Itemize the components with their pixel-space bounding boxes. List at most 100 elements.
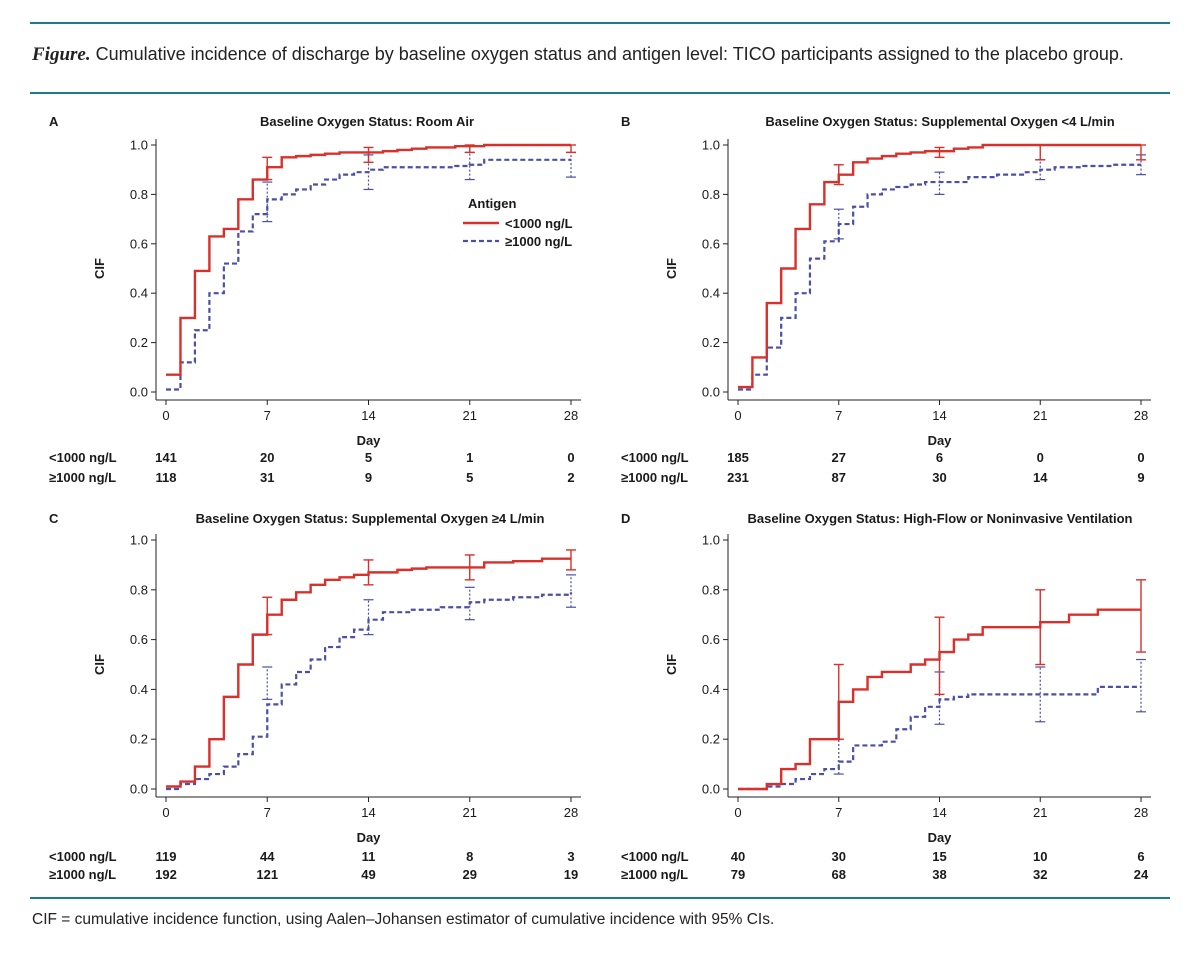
at-risk-value: 0 xyxy=(1137,450,1144,465)
x-tick-label: 14 xyxy=(932,805,946,820)
y-tick-label: 0.4 xyxy=(130,286,148,301)
at-risk-value: 68 xyxy=(832,867,846,882)
y-tick-label: 0.2 xyxy=(702,732,720,747)
at-risk-value: 30 xyxy=(932,470,946,485)
at-risk-value: 11 xyxy=(362,849,376,864)
panel-letter: D xyxy=(621,511,630,526)
y-axis-label: CIF xyxy=(664,258,679,279)
y-tick-label: 0.8 xyxy=(702,582,720,597)
x-tick-label: 28 xyxy=(564,408,578,423)
x-axis-label: Day xyxy=(357,830,382,845)
x-tick-label: 14 xyxy=(361,408,375,423)
at-risk-value: 0 xyxy=(1037,450,1044,465)
x-tick-label: 14 xyxy=(361,805,375,820)
at-risk-row-label: ≥1000 ng/L xyxy=(621,867,688,882)
panel-letter: B xyxy=(621,114,630,129)
figure-caption: Figure. Cumulative incidence of discharg… xyxy=(32,44,1168,65)
x-tick-label: 28 xyxy=(1134,805,1148,820)
legend-label-low: <1000 ng/L xyxy=(505,216,573,231)
series-line-high xyxy=(738,163,1141,391)
at-risk-value: 6 xyxy=(936,450,943,465)
series-line-high xyxy=(166,158,571,391)
x-tick-label: 0 xyxy=(162,805,169,820)
figure-panels: A Baseline Oxygen Status: Room Air 0.0 0.2 0… xyxy=(49,114,1151,882)
y-tick-label: 1.0 xyxy=(702,138,720,153)
panel-letter: C xyxy=(49,511,59,526)
y-tick-label: 0.6 xyxy=(130,236,148,251)
at-risk-value: 121 xyxy=(256,867,278,882)
x-tick-label: 21 xyxy=(463,408,477,423)
footnote-rule xyxy=(30,897,1170,899)
panel-title: Baseline Oxygen Status: Supplemental Oxy… xyxy=(196,511,545,526)
x-tick-label: 21 xyxy=(463,805,477,820)
at-risk-row-label: ≥1000 ng/L xyxy=(621,470,688,485)
caption-label: Figure. xyxy=(32,44,91,65)
series-line-high xyxy=(166,592,573,791)
y-axis-label: CIF xyxy=(92,258,107,279)
y-tick-label: 0.0 xyxy=(130,782,148,797)
at-risk-value: 8 xyxy=(466,849,473,864)
y-axis-label: CIF xyxy=(92,654,107,675)
panel-title: Baseline Oxygen Status: Room Air xyxy=(260,114,474,129)
y-tick-label: 0.4 xyxy=(702,286,720,301)
caption-rule xyxy=(30,92,1170,94)
at-risk-value: 2 xyxy=(567,470,574,485)
at-risk-value: 231 xyxy=(727,470,749,485)
legend-title: Antigen xyxy=(468,196,516,211)
at-risk-value: 5 xyxy=(466,470,473,485)
at-risk-value: 192 xyxy=(155,867,177,882)
legend-label-high: ≥1000 ng/L xyxy=(505,234,572,249)
at-risk-row-label: <1000 ng/L xyxy=(621,849,689,864)
panel-letter: A xyxy=(49,114,59,129)
y-tick-label: 0.0 xyxy=(702,782,720,797)
y-tick-label: 0.0 xyxy=(702,385,720,400)
footnote: CIF = cumulative incidence function, usi… xyxy=(32,911,775,928)
x-tick-label: 0 xyxy=(162,408,169,423)
panel-title: Baseline Oxygen Status: High-Flow or Non… xyxy=(747,511,1132,526)
at-risk-value: 44 xyxy=(260,849,275,864)
at-risk-value: 6 xyxy=(1137,849,1144,864)
y-tick-label: 0.8 xyxy=(702,187,720,202)
x-tick-label: 21 xyxy=(1033,805,1047,820)
x-tick-label: 7 xyxy=(264,408,271,423)
y-tick-label: 0.6 xyxy=(702,632,720,647)
at-risk-value: 141 xyxy=(155,450,177,465)
y-tick-label: 0.4 xyxy=(130,682,148,697)
at-risk-value: 32 xyxy=(1033,867,1047,882)
y-tick-label: 0.2 xyxy=(130,732,148,747)
at-risk-row-label: <1000 ng/L xyxy=(49,450,117,465)
y-tick-label: 0.6 xyxy=(702,236,720,251)
at-risk-value: 27 xyxy=(832,450,846,465)
at-risk-value: 31 xyxy=(260,470,274,485)
y-tick-label: 0.0 xyxy=(130,385,148,400)
at-risk-value: 15 xyxy=(932,849,946,864)
panel-title: Baseline Oxygen Status: Supplemental Oxy… xyxy=(765,114,1114,129)
at-risk-value: 9 xyxy=(365,470,372,485)
at-risk-value: 1 xyxy=(466,450,473,465)
y-tick-label: 0.4 xyxy=(702,682,720,697)
at-risk-value: 24 xyxy=(1134,867,1149,882)
at-risk-value: 87 xyxy=(832,470,846,485)
panel-b: B Baseline Oxygen Status: Supplemental Ox… xyxy=(621,114,1151,485)
y-tick-label: 1.0 xyxy=(130,138,148,153)
panel-d: D Baseline Oxygen Status: High-Flow or No… xyxy=(621,511,1151,882)
panel-c: C Baseline Oxygen Status: Supplemental Ox… xyxy=(49,511,581,882)
x-tick-label: 0 xyxy=(734,408,741,423)
y-tick-label: 0.2 xyxy=(702,335,720,350)
at-risk-value: 40 xyxy=(731,849,745,864)
y-tick-label: 0.8 xyxy=(130,187,148,202)
y-tick-label: 1.0 xyxy=(702,533,720,548)
panel-a: A Baseline Oxygen Status: Room Air 0.0 0.2 0… xyxy=(49,114,581,485)
at-risk-value: 14 xyxy=(1033,470,1048,485)
at-risk-value: 0 xyxy=(567,450,574,465)
y-axis-label: CIF xyxy=(664,654,679,675)
x-tick-label: 7 xyxy=(835,408,842,423)
at-risk-value: 185 xyxy=(727,450,749,465)
series-line-high xyxy=(738,685,1141,791)
y-tick-label: 0.6 xyxy=(130,632,148,647)
series-line-low xyxy=(738,143,1141,389)
at-risk-value: 9 xyxy=(1137,470,1144,485)
y-tick-label: 0.2 xyxy=(130,335,148,350)
at-risk-value: 118 xyxy=(156,470,177,485)
at-risk-value: 5 xyxy=(365,450,372,465)
